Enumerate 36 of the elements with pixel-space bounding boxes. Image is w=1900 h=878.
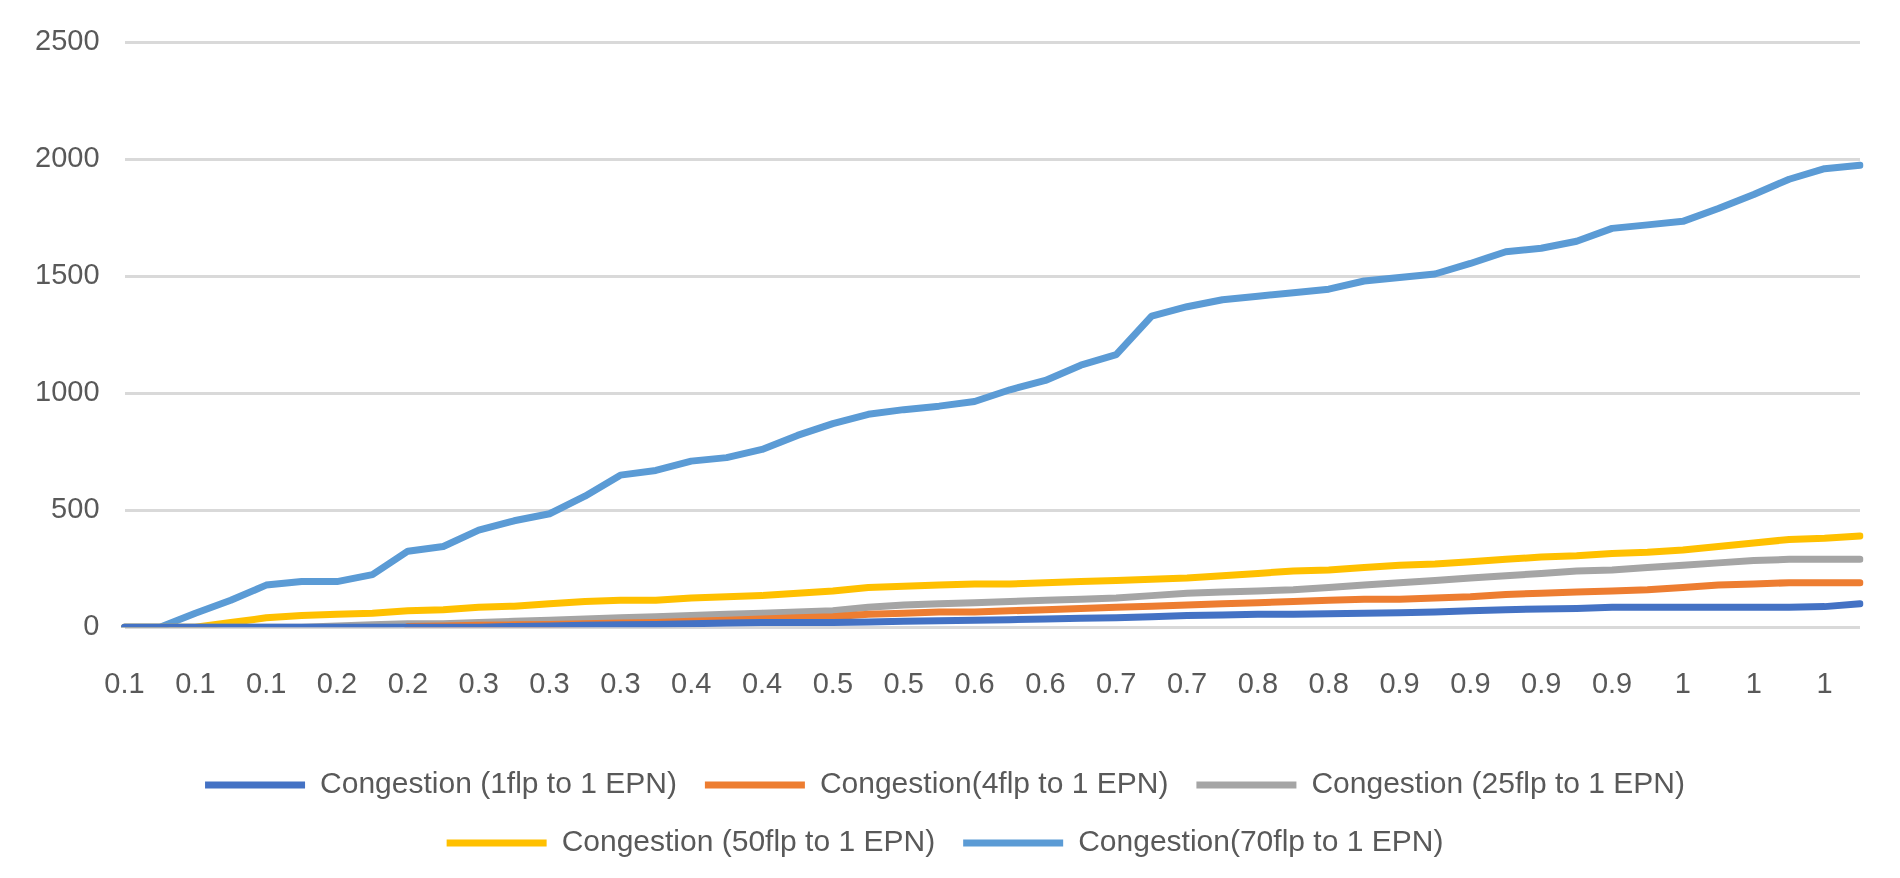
- legend-label: Congestion (25flp to 1 EPN): [1311, 766, 1685, 800]
- x-tick-label: 0.1: [104, 666, 145, 699]
- x-tick-label: 0.3: [600, 666, 641, 699]
- y-tick-label: 500: [51, 492, 100, 525]
- y-tick-label: 2000: [35, 141, 100, 174]
- x-tick-label: 0.8: [1237, 666, 1279, 699]
- x-tick-label: 1: [1816, 666, 1833, 699]
- y-tick-label: 1500: [35, 258, 100, 291]
- y-tick-label: 2500: [35, 24, 100, 57]
- x-tick-label: 0.6: [1025, 666, 1066, 699]
- x-tick-label: 0.9: [1521, 666, 1562, 699]
- x-tick-label: 0.1: [246, 666, 287, 699]
- legend-label: Congestion (50flp to 1 EPN): [561, 824, 936, 858]
- legend-label: Congestion(4flp to 1 EPN): [819, 766, 1169, 800]
- y-tick-label: 1000: [35, 375, 100, 408]
- legend-label: Congestion (1flp to 1 EPN): [320, 766, 677, 800]
- x-tick-label: 0.7: [1166, 666, 1208, 699]
- x-tick-label: 0.2: [387, 666, 429, 699]
- x-tick-label: 0.4: [741, 666, 783, 699]
- x-tick-label: 1: [1745, 666, 1762, 699]
- x-tick-label: 0.3: [458, 666, 499, 699]
- x-tick-label: 0.9: [1379, 666, 1420, 699]
- x-tick-label: 1: [1674, 666, 1691, 699]
- x-tick-label: 0.5: [812, 666, 854, 699]
- x-tick-label: 0.9: [1591, 666, 1633, 699]
- x-tick-label: 0.6: [954, 666, 995, 699]
- x-tick-label: 0.2: [316, 666, 358, 699]
- y-tick-label: 0: [83, 609, 100, 642]
- x-tick-label: 0.4: [671, 666, 712, 699]
- x-tick-label: 0.9: [1450, 666, 1491, 699]
- x-tick-label: 0.3: [529, 666, 570, 699]
- x-tick-label: 0.5: [883, 666, 924, 699]
- x-tick-label: 0.8: [1308, 666, 1349, 699]
- legend-label: Congestion(70flp to 1 EPN): [1078, 824, 1444, 858]
- x-tick-label: 0.7: [1096, 666, 1137, 699]
- x-tick-label: 0.1: [175, 666, 216, 699]
